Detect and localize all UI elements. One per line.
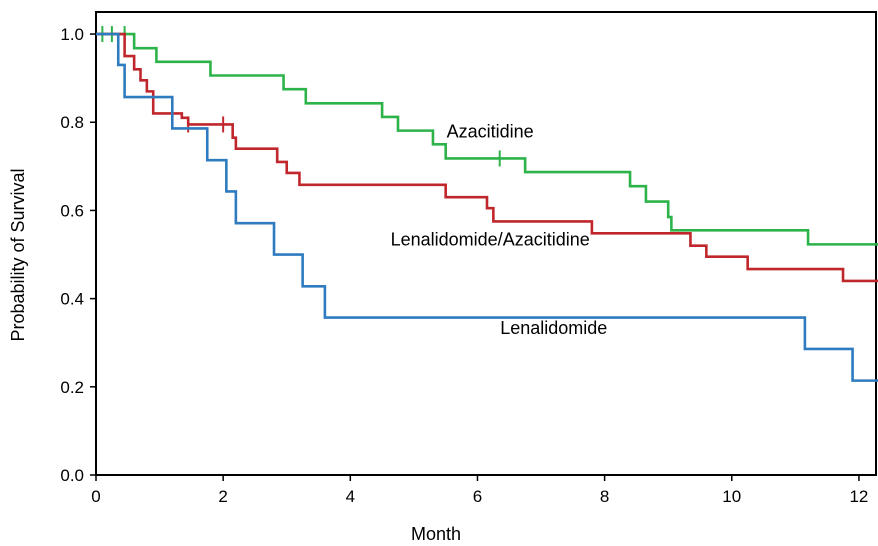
- series-line-lenalidomide-azacitidine: [96, 32, 878, 283]
- series-label-lenalidomide-azacitidine: Lenalidomide/Azacitidine: [391, 230, 590, 250]
- series-label-layer: Azacitidine Lenalidomide/Azacitidine Lenal…: [391, 122, 608, 338]
- y-tick-label: 0.0: [60, 466, 84, 485]
- x-tick-label: 2: [218, 487, 227, 506]
- y-axis-title: Probability of Survival: [8, 168, 28, 341]
- x-tick-label: 0: [91, 487, 100, 506]
- series-line-lenalidomide: [96, 32, 878, 382]
- x-axis-ticks: 0 2 4 6 8 10 12: [91, 475, 868, 506]
- y-tick-label: 0.6: [60, 201, 84, 220]
- x-tick-label: 8: [600, 487, 609, 506]
- y-tick-label: 0.2: [60, 378, 84, 397]
- x-tick-label: 10: [722, 487, 741, 506]
- series-layer: [96, 26, 878, 382]
- series-label-azacitidine: Azacitidine: [447, 122, 534, 142]
- x-axis-title: Month: [411, 524, 461, 544]
- y-tick-label: 1.0: [60, 25, 84, 44]
- x-tick-label: 12: [849, 487, 868, 506]
- series-line-azacitidine: [96, 32, 878, 246]
- series-label-lenalidomide: Lenalidomide: [500, 318, 607, 338]
- x-tick-label: 6: [473, 487, 482, 506]
- x-tick-label: 4: [346, 487, 355, 506]
- y-tick-label: 0.8: [60, 113, 84, 132]
- y-axis-ticks: 0.0 0.2 0.4 0.6 0.8 1.0: [60, 25, 96, 485]
- y-tick-label: 0.4: [60, 290, 84, 309]
